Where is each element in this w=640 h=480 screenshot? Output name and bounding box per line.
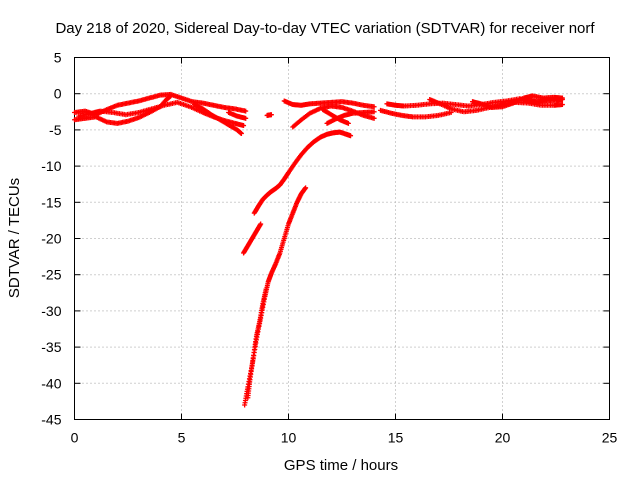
x-tick-label: 25: [602, 430, 618, 446]
data-point: [559, 102, 565, 108]
x-tick-label: 5: [178, 430, 186, 446]
data-point: [371, 109, 377, 115]
series-sat-g: [281, 98, 377, 110]
data-point: [168, 93, 174, 99]
series-sat-p: [245, 286, 269, 401]
series-sat-a: [72, 91, 249, 118]
data-point: [243, 108, 249, 114]
chart-title: Day 218 of 2020, Sidereal Day-to-day VTE…: [55, 20, 595, 37]
axis-ticks: 0 5 10 15 20 25 5 0 -5 -10 -15 -20 -25 -30 -35 -40 -45: [41, 50, 617, 446]
x-tick-label: 15: [388, 430, 404, 446]
data-point: [559, 95, 565, 101]
series-sat-c: [76, 99, 247, 129]
series-sat-r: [251, 129, 354, 216]
x-tick-label: 20: [495, 430, 511, 446]
series-sat-l: [384, 96, 565, 109]
series-sat-q: [241, 221, 264, 256]
data-point: [348, 133, 354, 139]
y-tick-label: 0: [54, 86, 62, 102]
series-sat-n: [470, 93, 565, 110]
y-tick-label: 5: [54, 50, 62, 66]
data-point: [241, 123, 247, 129]
series-sat-h: [290, 103, 377, 130]
data-point: [258, 221, 264, 227]
y-tick-label: -20: [41, 231, 61, 247]
y-tick-label: -25: [41, 267, 61, 283]
data-point: [303, 185, 309, 191]
y-tick-label: -35: [41, 339, 61, 355]
y-tick-label: -15: [41, 194, 61, 210]
data-point: [268, 112, 274, 118]
x-tick-label: 10: [281, 430, 297, 446]
y-tick-label: -40: [41, 375, 61, 391]
data-marks: [72, 91, 565, 408]
data-point: [263, 286, 269, 292]
x-tick-label: 0: [71, 430, 79, 446]
series-sat-b: [72, 93, 174, 126]
y-tick-label: -10: [41, 158, 61, 174]
series-sat-f: [264, 112, 274, 118]
series-sat-e: [226, 110, 249, 121]
y-tick-label: -45: [41, 412, 61, 428]
series-sat-j: [324, 109, 377, 126]
data-point: [371, 115, 377, 121]
data-point: [238, 131, 244, 137]
y-tick-label: -5: [49, 122, 62, 138]
series-sat-k: [378, 107, 454, 120]
y-axis-label: SDTVAR / TECUs: [6, 178, 23, 298]
data-point: [243, 115, 249, 121]
data-point: [345, 120, 351, 126]
series-sat-m: [427, 96, 565, 115]
data-point: [371, 104, 377, 110]
x-axis-label: GPS time / hours: [284, 457, 398, 474]
grid: [74, 57, 610, 420]
y-tick-label: -30: [41, 303, 61, 319]
series-sat-d: [191, 102, 244, 137]
